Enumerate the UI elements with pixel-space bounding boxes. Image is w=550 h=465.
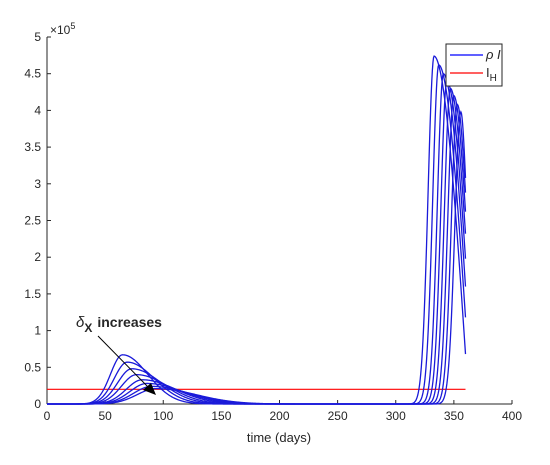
y-tick-label: 4 xyxy=(34,103,41,117)
y-tick-label: 1.5 xyxy=(24,287,41,301)
series-line-2 xyxy=(47,64,467,405)
x-tick-label: 50 xyxy=(98,409,112,423)
series-line-6 xyxy=(47,94,467,405)
legend-label-ih-main: I xyxy=(486,65,490,80)
x-tick-label: 400 xyxy=(502,409,522,423)
y-tick-label: 0 xyxy=(34,397,41,411)
series-line-3 xyxy=(47,72,467,405)
x-tick-label: 200 xyxy=(269,409,289,423)
x-tick-label: 250 xyxy=(328,409,348,423)
x-tick-label: 350 xyxy=(444,409,464,423)
y-multiplier: ×105 xyxy=(50,21,75,37)
series-line-7 xyxy=(47,103,467,405)
y-tick-label: 4.5 xyxy=(24,67,41,81)
annotation-word: increases xyxy=(97,314,162,330)
legend-label-ih: IH xyxy=(486,65,497,84)
series-line-1 xyxy=(47,55,467,405)
x-axis-label: time (days) xyxy=(247,430,311,445)
y-tick-label: 3.5 xyxy=(24,140,41,154)
annotation-sub: X xyxy=(84,321,92,335)
x-tick-label: 300 xyxy=(386,409,406,423)
y-tick-label: 5 xyxy=(34,30,41,44)
series-line-5 xyxy=(47,87,467,405)
x-tick-label: 150 xyxy=(211,409,231,423)
y-tick-label: 2.5 xyxy=(24,214,41,228)
y-multiplier-base: ×10 xyxy=(50,23,71,37)
y-tick-label: 2 xyxy=(34,250,41,264)
x-tick-label: 100 xyxy=(153,409,173,423)
y-multiplier-exp: 5 xyxy=(70,21,75,31)
legend-label-rho-i-main: ρ I xyxy=(485,47,501,62)
annotation-text: δX increases xyxy=(76,314,162,335)
legend-label-rho-i: ρ I xyxy=(485,47,501,62)
series-line-8 xyxy=(47,110,467,405)
y-tick-label: 3 xyxy=(34,177,41,191)
legend-label-ih-sub: H xyxy=(490,73,497,84)
annotation-symbol: δ xyxy=(76,314,85,331)
y-tick-label: 0.5 xyxy=(24,360,41,374)
series-layer xyxy=(47,55,467,405)
y-ticks: 0 0.5 1 1.5 2 2.5 3 3.5 4 4.5 5 xyxy=(24,30,51,411)
x-ticks: 0 50 100 150 200 250 300 350 400 xyxy=(44,400,522,423)
annotation-arrow xyxy=(97,335,151,390)
x-tick-label: 0 xyxy=(44,409,51,423)
annotation-arrowhead xyxy=(143,383,156,395)
legend: ρ I IH xyxy=(445,43,503,87)
legend-box xyxy=(445,43,503,87)
y-tick-label: 1 xyxy=(34,324,41,338)
series-line-4 xyxy=(47,80,467,405)
